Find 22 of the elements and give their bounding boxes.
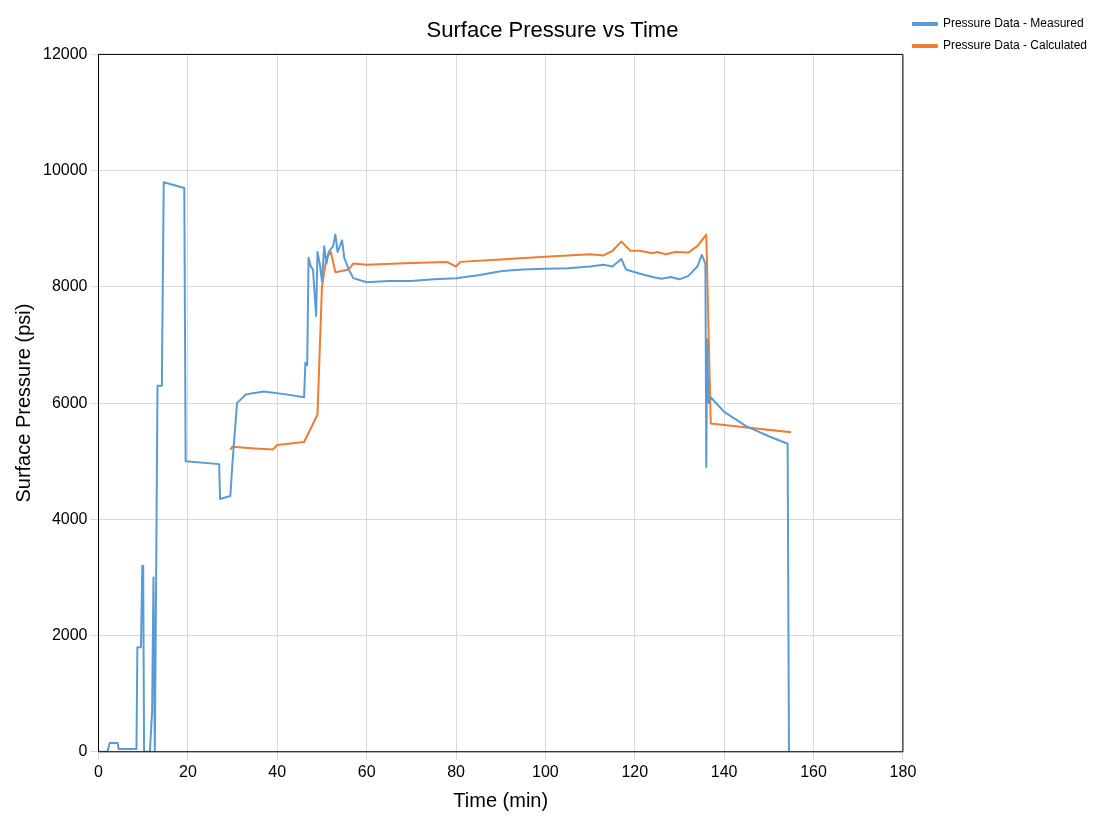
x-tick-label: 60 [357,762,376,780]
y-tick-label: 4000 [51,509,88,527]
y-tick-label: 10000 [42,161,88,179]
legend-label: Pressure Data - Calculated [942,38,1088,53]
x-tick-label: 100 [532,762,559,780]
x-tick-label: 140 [710,762,738,780]
x-tick-label: 120 [621,762,649,780]
y-tick-label: 2000 [51,625,88,643]
x-tick-label: 20 [178,762,197,780]
x-tick-label: 160 [800,762,827,780]
x-tick-label: 40 [268,762,287,780]
y-tick-label: 12000 [42,44,88,62]
y-axis-title: Surface Pressure (psi) [11,303,34,503]
x-axis-title: Time (min) [453,788,549,811]
y-tick-label: 6000 [51,393,88,411]
x-tick-label: 0 [94,762,104,780]
y-tick-label: 8000 [51,277,88,295]
x-tick-label: 180 [889,762,917,780]
legend-label: Pressure Data - Measured [942,16,1084,31]
chart-title: Surface Pressure vs Time [426,17,679,43]
y-tick-label: 0 [78,742,88,760]
x-tick-label: 80 [447,762,466,780]
